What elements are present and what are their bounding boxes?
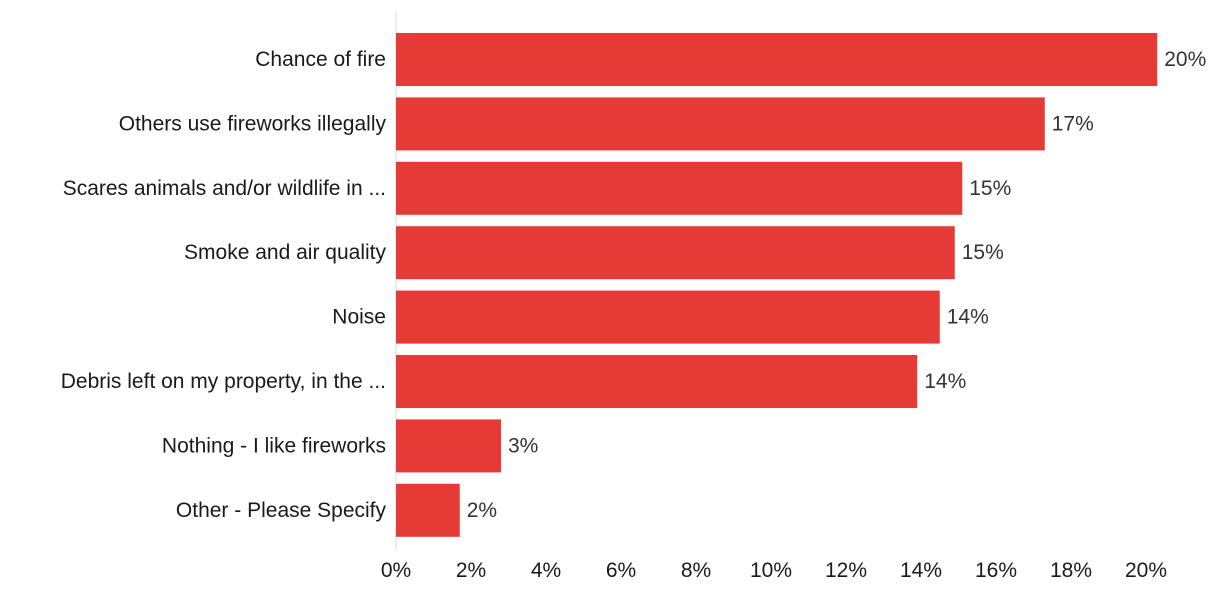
x-tick-label-5: 10%: [750, 559, 792, 582]
bar-1: [396, 97, 1045, 151]
x-tick-label-0: 0%: [381, 559, 411, 582]
value-label-7: 2%: [467, 499, 497, 522]
x-tick-label-2: 4%: [531, 559, 561, 582]
x-axis-ticks-group: 0% 2% 4% 6% 8% 10% 12% 14% 16% 18% 20%: [381, 559, 1167, 582]
x-tick-label-4: 8%: [681, 559, 711, 582]
category-label-3: Smoke and air quality: [184, 241, 386, 264]
value-label-3: 15%: [962, 241, 1004, 264]
category-label-7: Other - Please Specify: [176, 499, 387, 522]
category-label-0: Chance of fire: [255, 48, 386, 71]
bar-7: [396, 483, 460, 537]
value-label-2: 15%: [969, 177, 1011, 200]
x-tick-label-1: 2%: [456, 559, 486, 582]
bar-0: [396, 33, 1158, 86]
value-label-6: 3%: [508, 434, 538, 457]
bar-2: [396, 161, 963, 215]
bar-5: [396, 355, 918, 408]
category-label-5: Debris left on my property, in the ...: [61, 370, 386, 393]
bars-group: [396, 33, 1158, 537]
category-labels-group: Chance of fire Others use fireworks illeg…: [61, 48, 387, 522]
bar-6: [396, 419, 501, 473]
x-tick-label-7: 14%: [900, 559, 942, 582]
x-tick-label-10: 20%: [1125, 559, 1167, 582]
x-tick-label-8: 16%: [975, 559, 1017, 582]
bar-4: [396, 290, 940, 344]
category-label-4: Noise: [332, 306, 386, 329]
value-label-5: 14%: [924, 370, 966, 393]
value-label-4: 14%: [947, 306, 989, 329]
value-label-1: 17%: [1052, 112, 1094, 135]
bar-3: [396, 226, 955, 280]
x-tick-label-9: 18%: [1050, 559, 1092, 582]
x-tick-label-6: 12%: [825, 559, 867, 582]
category-label-2: Scares animals and/or wildlife in ...: [63, 177, 386, 200]
category-label-1: Others use fireworks illegally: [119, 112, 387, 135]
x-tick-label-3: 6%: [606, 559, 636, 582]
category-label-6: Nothing - I like fireworks: [162, 434, 386, 457]
value-label-0: 20%: [1164, 48, 1206, 71]
value-labels-group: 20% 17% 15% 15% 14% 14% 3% 2%: [467, 48, 1207, 522]
